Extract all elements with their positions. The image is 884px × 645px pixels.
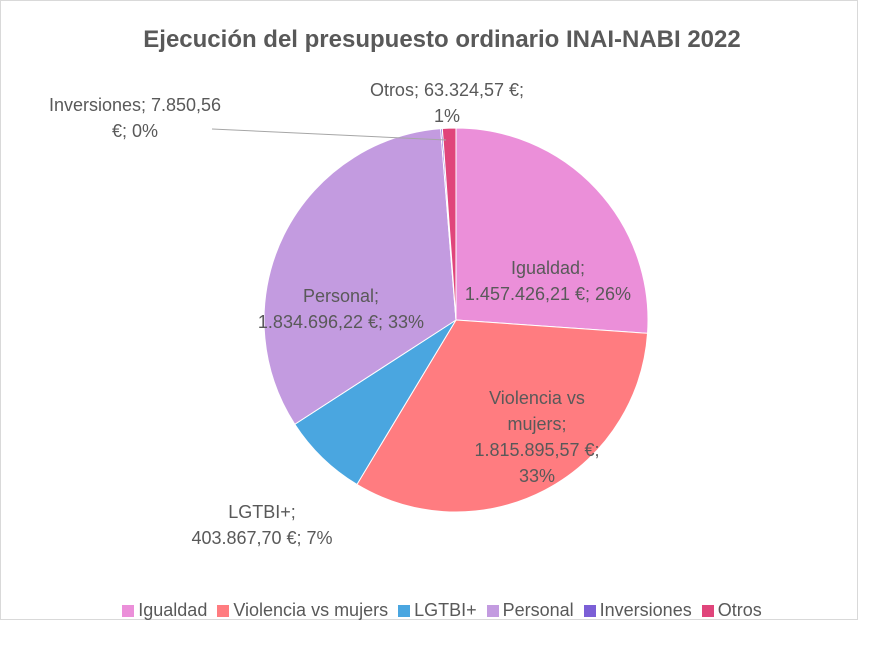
legend-item: Inversiones (583, 600, 692, 621)
data-label: LGTBI+; 403.867,70 €; 7% (191, 502, 333, 548)
legend-swatch (122, 604, 135, 617)
pie-slice (263, 128, 457, 425)
legend-item: Igualdad (122, 600, 207, 621)
legend-swatch (583, 604, 596, 617)
chart-title: Ejecución del presupuesto ordinario INAI… (143, 26, 741, 53)
legend-label: Violencia vs mujers (233, 600, 389, 620)
data-label: Inversiones; 7.850,56 €; 0% (48, 95, 222, 141)
pie-slice (356, 319, 649, 513)
pie-slice (441, 127, 457, 321)
legend-swatch (217, 604, 230, 617)
data-label: Igualdad; 1.457.426,21 €; 26% (464, 258, 632, 304)
legend: Igualdad Violencia vs mujers LGTBI+ Persona… (0, 600, 884, 621)
legend-item: LGTBI+ (398, 600, 477, 621)
legend-label: Otros (717, 600, 762, 620)
chart-frame (0, 0, 858, 620)
leader-line (211, 128, 447, 141)
pie-slice (455, 127, 649, 334)
legend-item: Personal (486, 600, 574, 621)
legend-label: Igualdad (138, 600, 208, 620)
legend-label: Personal (502, 600, 574, 620)
legend-item: Otros (701, 600, 762, 621)
legend-label: Inversiones (599, 600, 692, 620)
data-label: Personal; 1.834.696,22 €; 33% (257, 286, 425, 332)
legend-swatch (486, 604, 499, 617)
legend-label: LGTBI+ (414, 600, 477, 620)
data-label: Violencia vs mujers; 1.815.895,57 €; 33% (474, 388, 600, 486)
data-label: Otros; 63.324,57 €; 1% (369, 80, 525, 126)
legend-item: Violencia vs mujers (217, 600, 388, 621)
legend-swatch (701, 604, 714, 617)
legend-swatch (398, 604, 411, 617)
